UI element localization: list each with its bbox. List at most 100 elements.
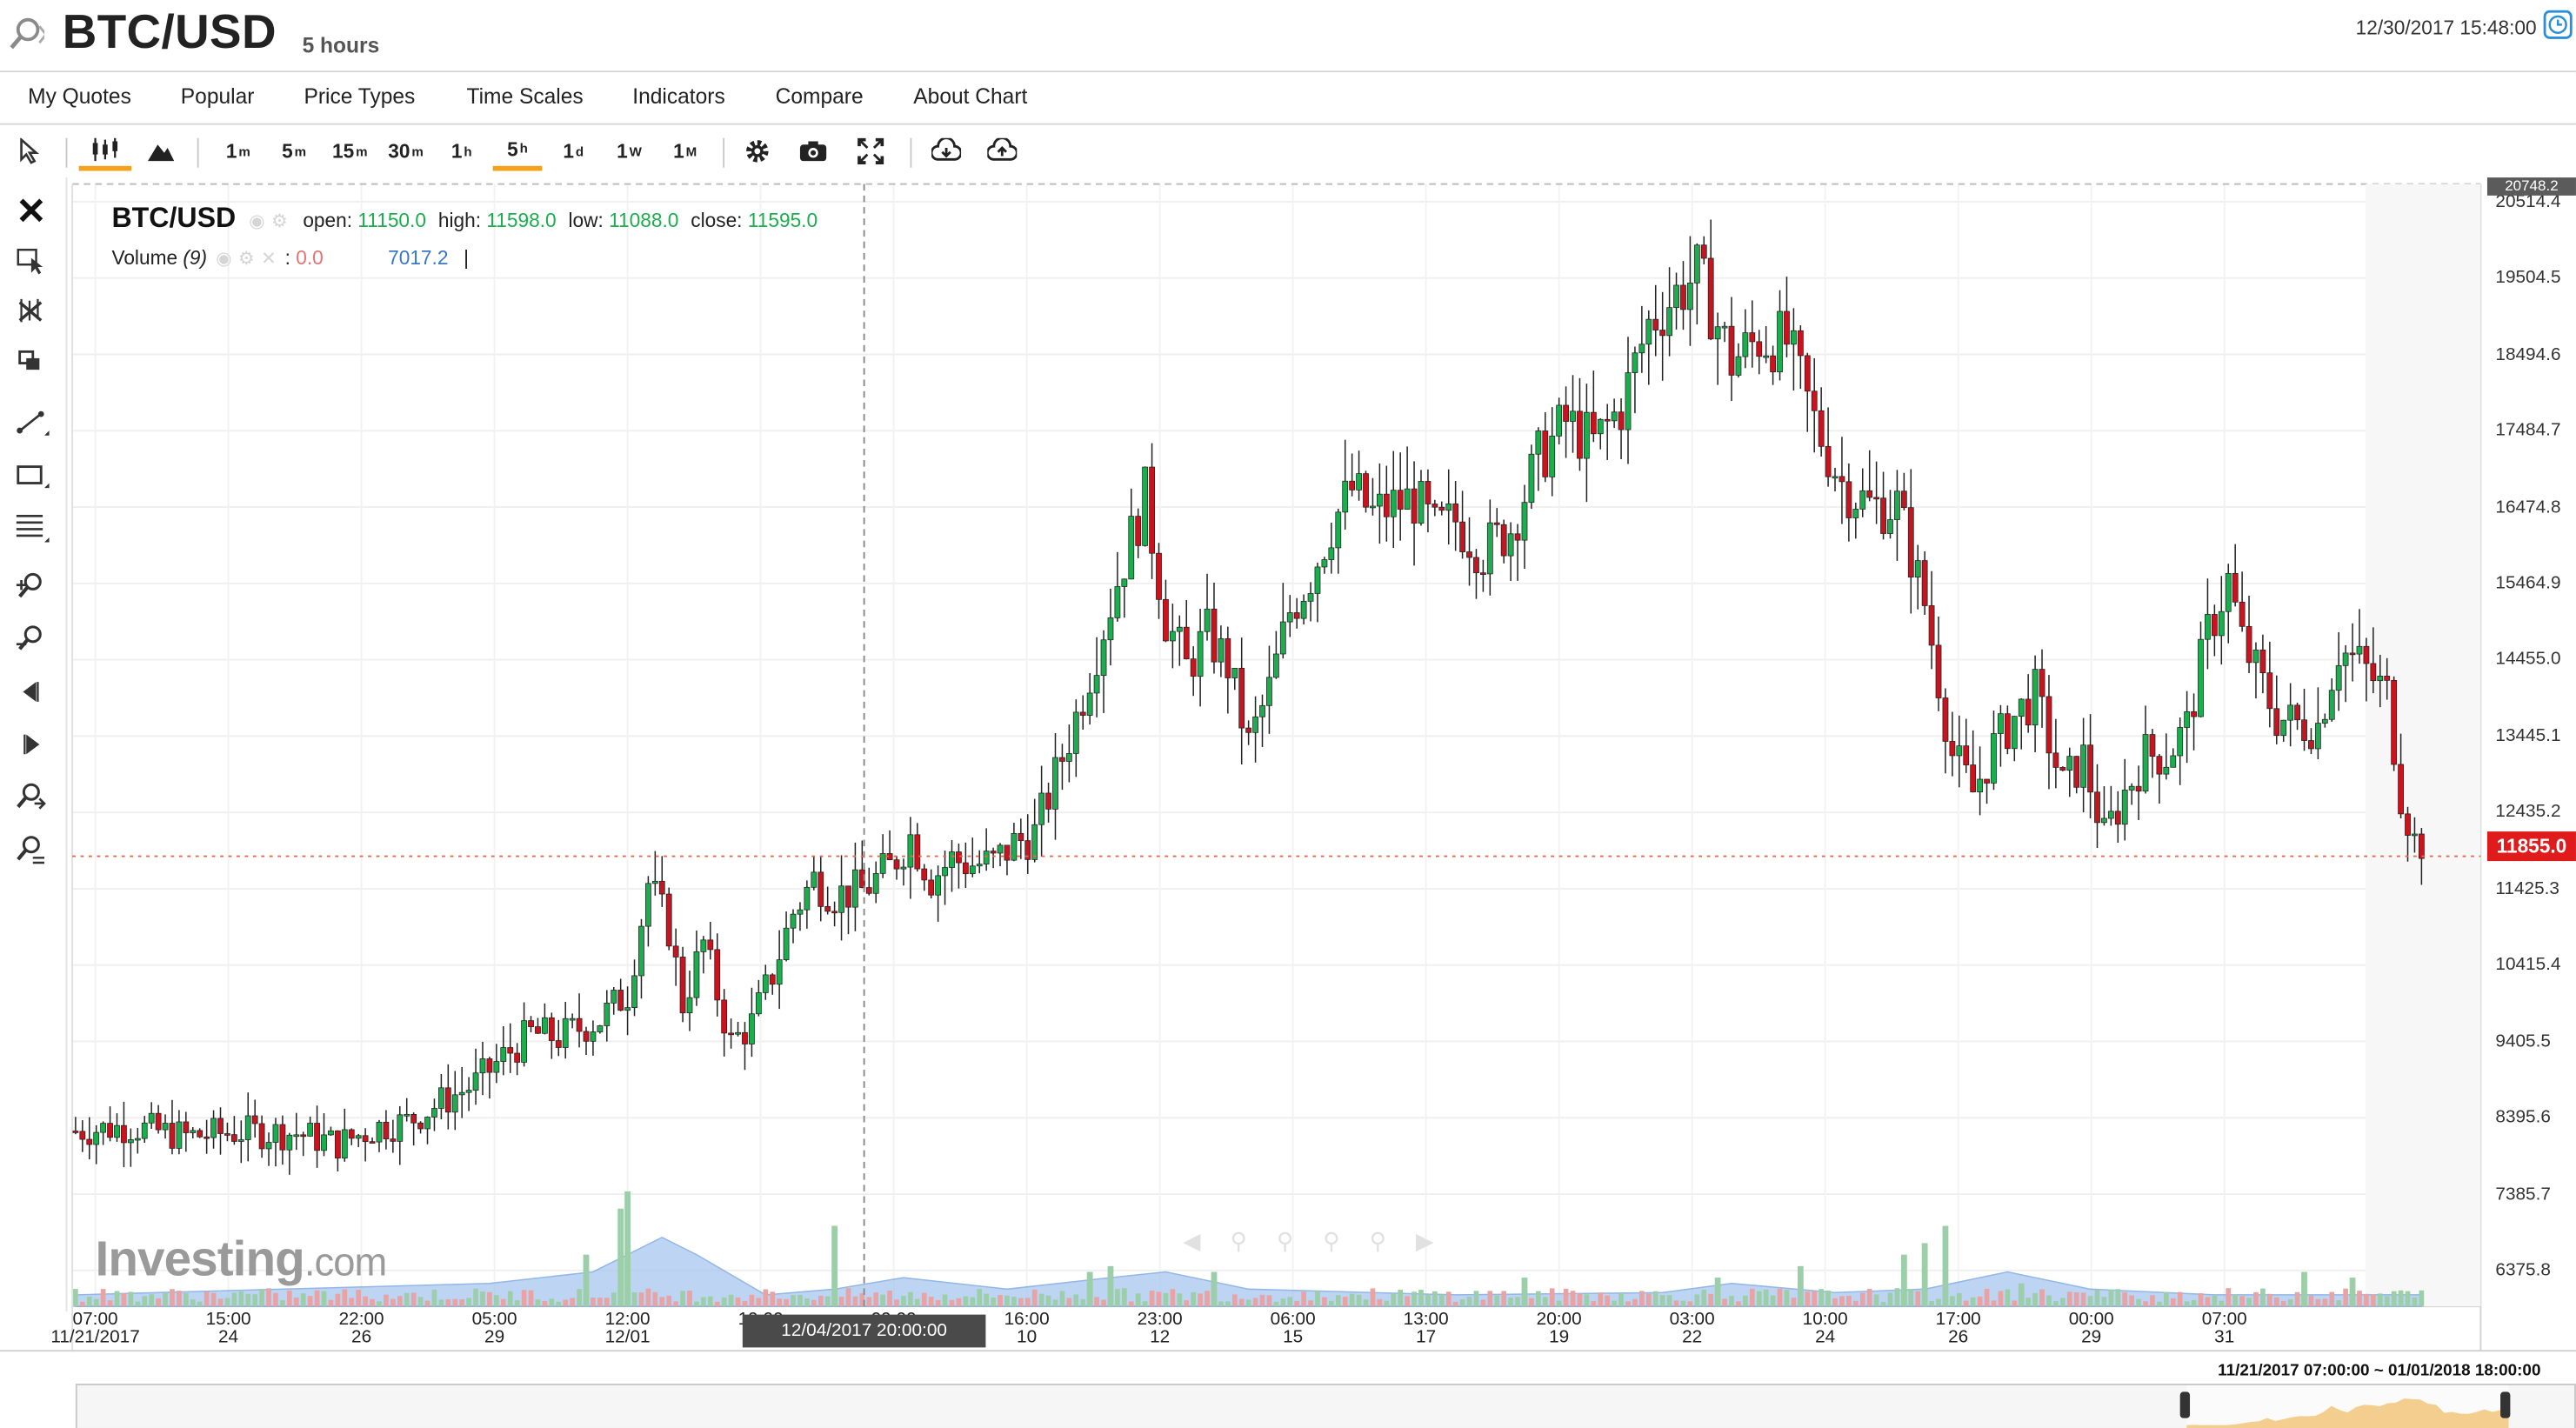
nav-right-icon[interactable]: ▶: [1416, 1227, 1434, 1254]
volume-bar: [2018, 1283, 2025, 1307]
volume-bar: [2219, 1300, 2225, 1307]
nav-zoom-in-icon[interactable]: ⚲: [1230, 1227, 1247, 1254]
candle: [1763, 326, 1770, 364]
candle: [1486, 499, 1493, 596]
nav-zoom-reset-icon[interactable]: ⚲: [1323, 1227, 1340, 1254]
candlestick-chart-button[interactable]: [78, 131, 132, 171]
nav-zoom-fit-icon[interactable]: ⚲: [1369, 1227, 1387, 1254]
candle: [2149, 729, 2156, 778]
candle: [942, 851, 948, 905]
select-icon[interactable]: [13, 244, 50, 280]
zoom-reset-icon[interactable]: [13, 779, 50, 816]
volume-bar: [2053, 1301, 2059, 1307]
candle: [328, 1126, 334, 1136]
volume-bar: [2357, 1291, 2362, 1307]
menu-price-types[interactable]: Price Types: [304, 83, 416, 109]
fibonacci-icon[interactable]: [13, 508, 50, 544]
volume-bar: [528, 1290, 534, 1307]
navigator-right-handle[interactable]: [2500, 1391, 2511, 1418]
volume-bar: [791, 1295, 796, 1307]
candle: [72, 1117, 79, 1135]
menu-time-scales[interactable]: Time Scales: [466, 83, 584, 109]
zoom-fit-icon[interactable]: [13, 831, 50, 868]
trend-line-icon[interactable]: [13, 404, 50, 441]
timescale-30m[interactable]: 30 m: [383, 131, 429, 170]
clone-icon[interactable]: [13, 344, 50, 380]
nav-zoom-out-icon[interactable]: ⚲: [1276, 1227, 1294, 1254]
volume-bar: [984, 1293, 989, 1307]
clock-icon[interactable]: [2543, 10, 2573, 39]
pointer-tool-button[interactable]: [13, 131, 46, 170]
volume-bar: [1701, 1289, 1707, 1307]
remove-icon[interactable]: ✕: [261, 250, 277, 270]
zoom-in-icon[interactable]: [13, 569, 50, 605]
menu-compare[interactable]: Compare: [775, 83, 864, 109]
volume-bar: [1791, 1298, 1797, 1307]
area-chart-button[interactable]: [141, 131, 180, 170]
volume-bar: [1259, 1294, 1265, 1307]
candle-body: [1583, 411, 1590, 459]
logo-brand: Investing: [95, 1232, 305, 1287]
load-chart-button[interactable]: [928, 131, 964, 170]
timescale-15m[interactable]: 15 m: [327, 131, 373, 170]
volume-bar: [321, 1291, 327, 1307]
settings-small-icon[interactable]: ⚙: [237, 250, 255, 270]
volume-bar: [459, 1299, 465, 1307]
nav-left-icon[interactable]: ◀: [1183, 1227, 1201, 1254]
menu-indicators[interactable]: Indicators: [632, 83, 725, 109]
candle: [1169, 604, 1176, 669]
visibility-icon[interactable]: ◉: [249, 211, 265, 232]
timescale-unit: h: [464, 143, 472, 159]
volume-bar: [2143, 1301, 2148, 1307]
fullscreen-button[interactable]: [852, 131, 889, 170]
rectangle-icon[interactable]: [13, 457, 50, 493]
screenshot-button[interactable]: [795, 131, 831, 170]
datetime-label: 12/30/2017 15:48:00: [2355, 16, 2537, 40]
menu-my-quotes[interactable]: My Quotes: [28, 83, 131, 109]
volume-bar: [2157, 1301, 2162, 1307]
menu-about-chart[interactable]: About Chart: [913, 83, 1028, 109]
scroll-left-icon[interactable]: [13, 674, 50, 711]
candle-body: [1349, 480, 1356, 490]
candle: [583, 1026, 590, 1056]
search-icon[interactable]: [8, 17, 45, 53]
close-icon[interactable]: [13, 192, 50, 229]
candle-body: [921, 868, 928, 881]
settings-button[interactable]: [739, 131, 776, 170]
candle-body: [2218, 611, 2225, 637]
navigator-scrollbar[interactable]: [75, 1383, 2576, 1428]
volume-bar: [818, 1295, 824, 1307]
candle: [928, 869, 935, 899]
candle-body: [2032, 669, 2039, 726]
candle: [1300, 594, 1307, 625]
zoom-out-icon[interactable]: [13, 621, 50, 657]
save-chart-button[interactable]: [984, 131, 1021, 170]
delete-drawings-icon[interactable]: [13, 292, 50, 329]
candle-body: [2045, 696, 2052, 754]
menu-popular[interactable]: Popular: [180, 83, 255, 109]
scroll-right-icon[interactable]: [13, 726, 50, 763]
settings-small-icon[interactable]: ⚙: [271, 211, 288, 232]
candle: [1666, 267, 1673, 357]
volume-bar: [624, 1191, 631, 1307]
candle-body: [2412, 833, 2418, 837]
candle: [1991, 711, 1997, 791]
navigator-left-handle[interactable]: [2179, 1391, 2191, 1418]
visibility-icon[interactable]: ◉: [216, 250, 232, 270]
candle-body: [1791, 330, 1797, 345]
candle-body: [521, 1020, 527, 1063]
volume-bar: [507, 1291, 513, 1307]
volume-bar: [2232, 1294, 2239, 1307]
volume-bar: [1273, 1301, 1279, 1307]
volume-bar: [2005, 1289, 2011, 1307]
volume-bar: [1501, 1291, 1507, 1307]
candle: [127, 1128, 134, 1167]
